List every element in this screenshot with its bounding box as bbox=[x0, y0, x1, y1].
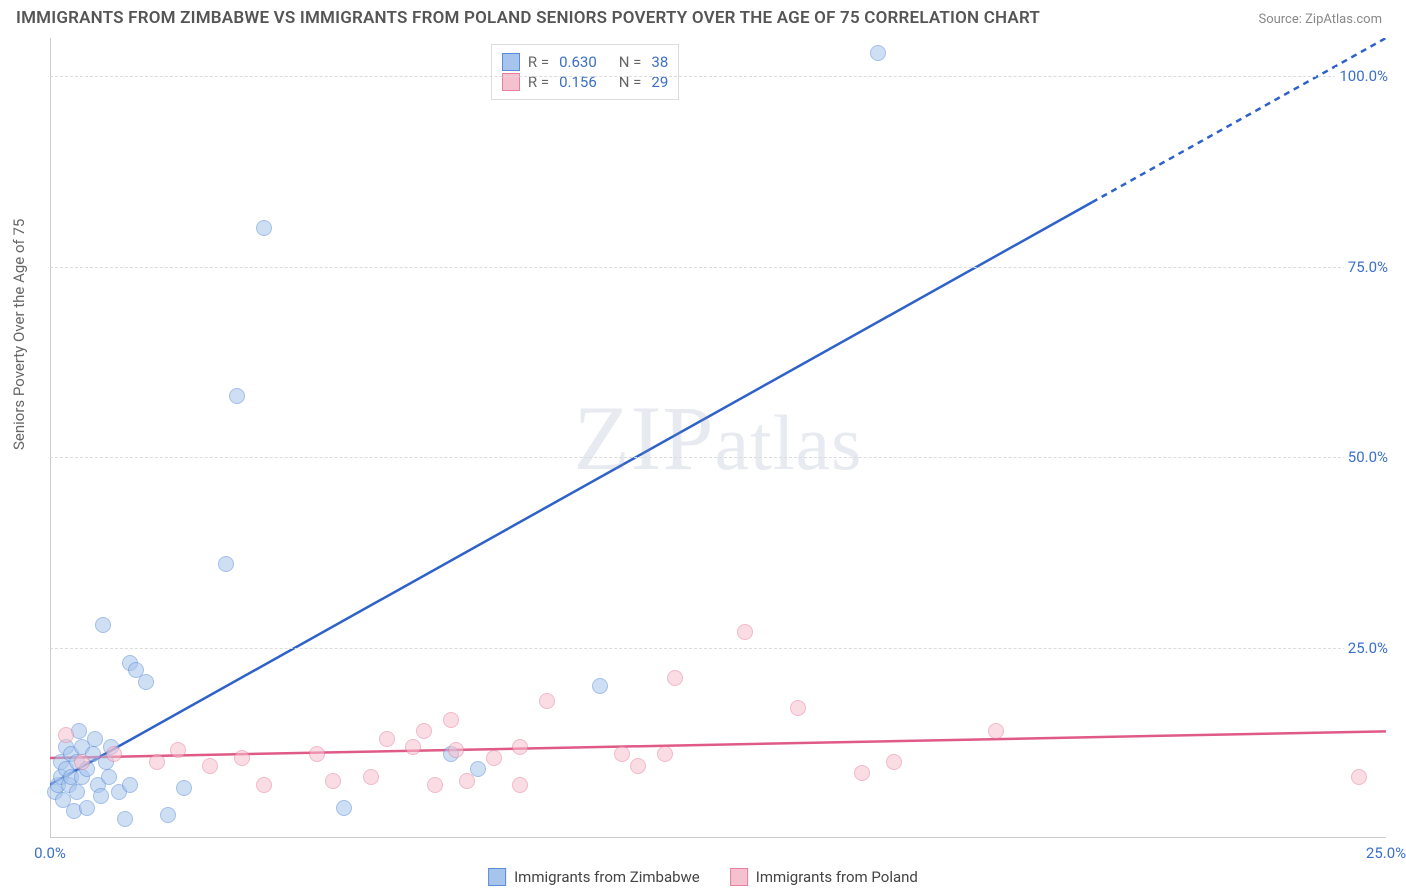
data-point bbox=[117, 811, 133, 827]
data-point bbox=[539, 693, 555, 709]
legend-swatch bbox=[502, 53, 520, 71]
legend-item-poland: Immigrants from Poland bbox=[730, 868, 918, 886]
chart-title: IMMIGRANTS FROM ZIMBABWE VS IMMIGRANTS F… bbox=[16, 8, 1040, 28]
legend-n-value: 38 bbox=[651, 53, 668, 71]
scatter-plot-area: ZIPatlas R =0.630N =38R =0.156N =29 25.0… bbox=[50, 38, 1386, 838]
y-axis bbox=[50, 38, 51, 838]
data-point bbox=[416, 723, 432, 739]
data-point bbox=[870, 45, 886, 61]
y-tick-label: 100.0% bbox=[1335, 67, 1392, 85]
data-point bbox=[667, 670, 683, 686]
data-point bbox=[443, 712, 459, 728]
x-axis bbox=[50, 837, 1386, 838]
data-point bbox=[854, 765, 870, 781]
data-point bbox=[176, 780, 192, 796]
x-tick-label: 25.0% bbox=[1366, 844, 1406, 862]
data-point bbox=[79, 800, 95, 816]
series-legend: Immigrants from Zimbabwe Immigrants from… bbox=[488, 868, 918, 886]
x-tick-label: 0.0% bbox=[34, 844, 66, 862]
data-point bbox=[379, 731, 395, 747]
data-point bbox=[325, 773, 341, 789]
data-point bbox=[229, 388, 245, 404]
data-point bbox=[1351, 769, 1367, 785]
data-point bbox=[886, 754, 902, 770]
regression-lines bbox=[50, 38, 1386, 838]
source-attribution: Source: ZipAtlas.com bbox=[1258, 12, 1382, 27]
legend-n-label: N = bbox=[619, 53, 642, 71]
y-tick-label: 50.0% bbox=[1344, 448, 1392, 466]
data-point bbox=[74, 754, 90, 770]
data-point bbox=[256, 220, 272, 236]
data-point bbox=[95, 617, 111, 633]
data-point bbox=[614, 746, 630, 762]
data-point bbox=[234, 750, 250, 766]
legend-swatch-zimbabwe bbox=[488, 868, 506, 886]
data-point bbox=[363, 769, 379, 785]
data-point bbox=[790, 700, 806, 716]
data-point bbox=[160, 807, 176, 823]
legend-label: Immigrants from Poland bbox=[756, 868, 918, 886]
watermark: ZIPatlas bbox=[574, 385, 863, 491]
data-point bbox=[138, 674, 154, 690]
data-point bbox=[106, 746, 122, 762]
data-point bbox=[459, 773, 475, 789]
data-point bbox=[630, 758, 646, 774]
gridline bbox=[50, 76, 1386, 77]
data-point bbox=[657, 746, 673, 762]
data-point bbox=[87, 731, 103, 747]
legend-stat-row: R = 0.630 N = 38 bbox=[502, 53, 668, 71]
legend-label: Immigrants from Zimbabwe bbox=[514, 868, 700, 886]
legend-item-zimbabwe: Immigrants from Zimbabwe bbox=[488, 868, 700, 886]
data-point bbox=[202, 758, 218, 774]
data-point bbox=[427, 777, 443, 793]
data-point bbox=[93, 788, 109, 804]
data-point bbox=[58, 727, 74, 743]
y-tick-label: 25.0% bbox=[1344, 639, 1392, 657]
data-point bbox=[336, 800, 352, 816]
data-point bbox=[122, 777, 138, 793]
data-point bbox=[486, 750, 502, 766]
legend-swatch-poland bbox=[730, 868, 748, 886]
gridline bbox=[50, 457, 1386, 458]
data-point bbox=[149, 754, 165, 770]
data-point bbox=[101, 769, 117, 785]
data-point bbox=[170, 742, 186, 758]
correlation-legend: R =0.630N =38R =0.156N =29 bbox=[491, 44, 679, 100]
data-point bbox=[256, 777, 272, 793]
data-point bbox=[592, 678, 608, 694]
y-tick-label: 75.0% bbox=[1344, 258, 1392, 276]
data-point bbox=[988, 723, 1004, 739]
y-axis-label: Seniors Poverty Over the Age of 75 bbox=[10, 219, 28, 450]
legend-r-label: R = bbox=[528, 53, 549, 71]
data-point bbox=[737, 624, 753, 640]
gridline bbox=[50, 648, 1386, 649]
legend-r-value: 0.630 bbox=[559, 53, 597, 71]
data-point bbox=[405, 739, 421, 755]
data-point bbox=[512, 739, 528, 755]
data-point bbox=[448, 742, 464, 758]
data-point bbox=[218, 556, 234, 572]
data-point bbox=[512, 777, 528, 793]
gridline bbox=[50, 267, 1386, 268]
data-point bbox=[69, 784, 85, 800]
data-point bbox=[309, 746, 325, 762]
